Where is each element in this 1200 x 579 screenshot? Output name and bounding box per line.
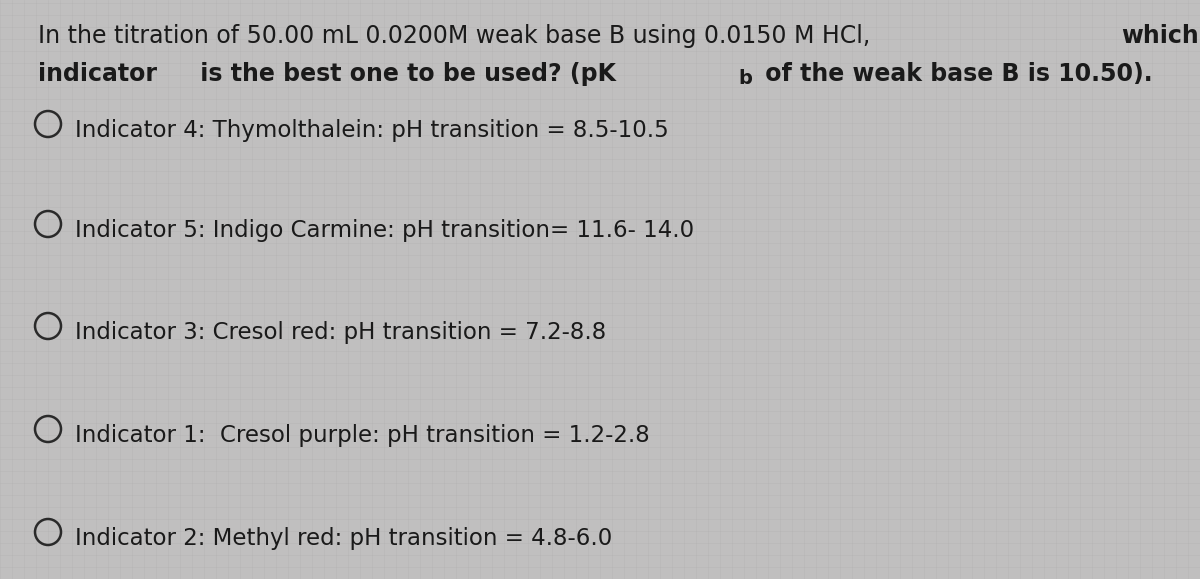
Text: of the weak base B is 10.50).: of the weak base B is 10.50). (756, 62, 1152, 86)
Text: Indicator 4: Thymolthalein: pH transition = 8.5-10.5: Indicator 4: Thymolthalein: pH transitio… (74, 119, 668, 142)
Text: which: which (1122, 24, 1199, 48)
Text: Indicator 1:  Cresol purple: pH transition = 1.2-2.8: Indicator 1: Cresol purple: pH transitio… (74, 424, 649, 447)
Text: Indicator 3: Cresol red: pH transition = 7.2-8.8: Indicator 3: Cresol red: pH transition =… (74, 321, 606, 344)
Text: indicator: indicator (38, 62, 157, 86)
Text: Indicator 5: Indigo Carmine: pH transition= 11.6- 14.0: Indicator 5: Indigo Carmine: pH transiti… (74, 219, 694, 242)
Text: b: b (739, 69, 752, 88)
Text: Indicator 2: Methyl red: pH transition = 4.8-6.0: Indicator 2: Methyl red: pH transition =… (74, 527, 612, 550)
Text: is the best one to be used? (pK: is the best one to be used? (pK (192, 62, 616, 86)
Text: In the titration of 50.00 mL 0.0200M weak base B using 0.0150 M HCl,: In the titration of 50.00 mL 0.0200M wea… (38, 24, 877, 48)
